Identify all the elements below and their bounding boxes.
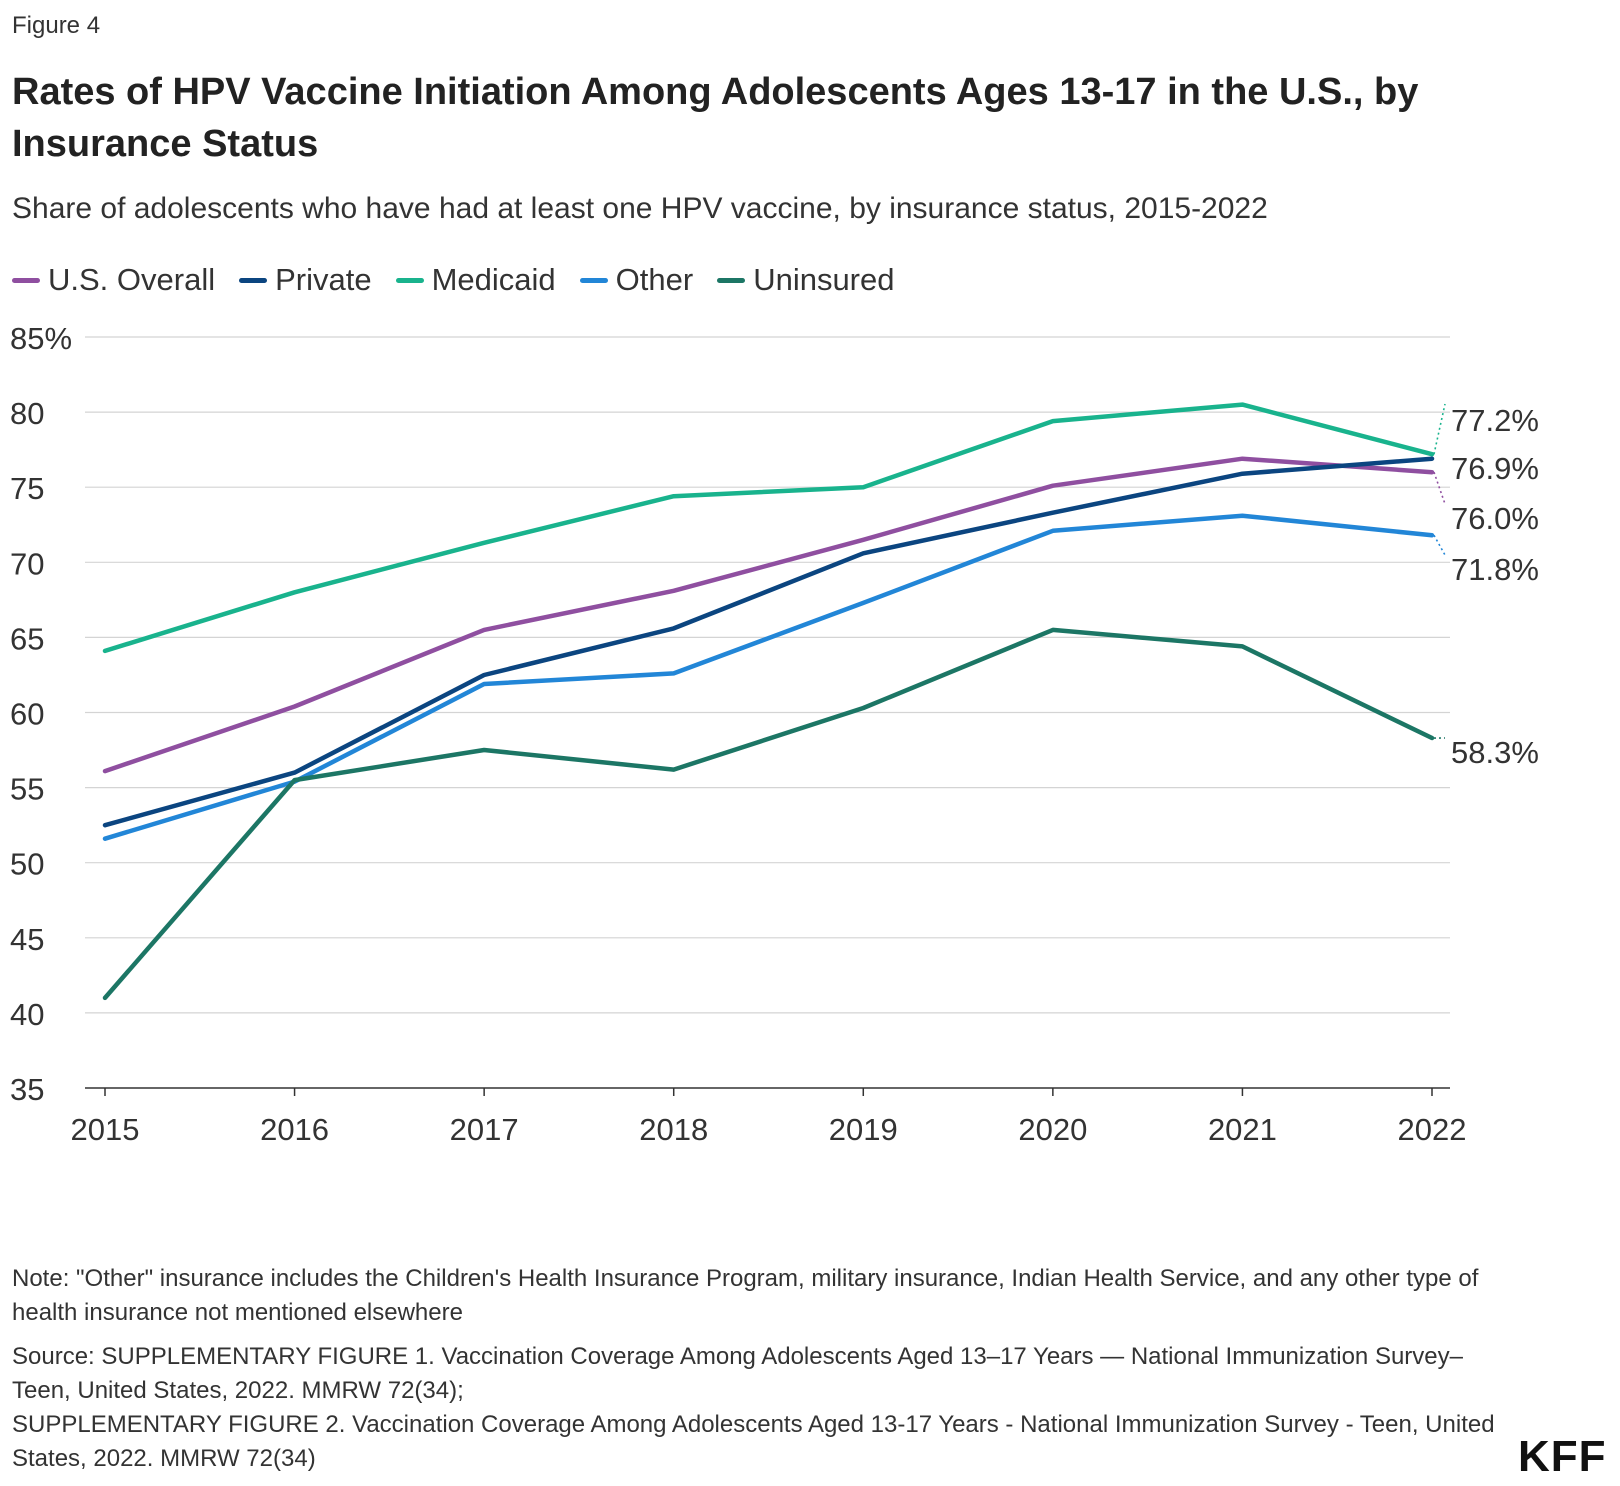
y-tick-label: 75 bbox=[10, 471, 44, 506]
end-label-private: 76.9% bbox=[1451, 451, 1539, 486]
leader-line-us-overall bbox=[1434, 472, 1445, 504]
y-tick-label: 40 bbox=[10, 997, 44, 1032]
series-line-us-overall bbox=[105, 459, 1432, 771]
x-tick-label: 2018 bbox=[639, 1112, 708, 1147]
y-tick-label: 70 bbox=[10, 546, 44, 581]
y-tick-label: 50 bbox=[10, 847, 44, 882]
notes: Note: "Other" insurance includes the Chi… bbox=[12, 1262, 1512, 1486]
x-tick-label: 2021 bbox=[1208, 1112, 1277, 1147]
leader-line-other bbox=[1434, 535, 1445, 555]
y-tick-label: 80 bbox=[10, 396, 44, 431]
end-label-uninsured: 58.3% bbox=[1451, 735, 1539, 770]
x-tick-label: 2015 bbox=[71, 1112, 140, 1147]
series-line-private bbox=[105, 459, 1432, 826]
end-label-other: 71.8% bbox=[1451, 552, 1539, 587]
kff-logo: KFF bbox=[1518, 1432, 1607, 1482]
line-chart: 35 40 45 50 55 60 65 70 75 80 85% 2015 2016 2017 2018 2… bbox=[0, 0, 1620, 1200]
y-tick-label: 65 bbox=[10, 621, 44, 656]
source-text-2: SUPPLEMENTARY FIGURE 2. Vaccination Cove… bbox=[12, 1408, 1512, 1476]
x-tick-label: 2022 bbox=[1398, 1112, 1467, 1147]
y-tick-label: 45 bbox=[10, 922, 44, 957]
x-tick-label: 2017 bbox=[450, 1112, 519, 1147]
y-tick-label: 85% bbox=[10, 321, 72, 356]
note-text: Note: "Other" insurance includes the Chi… bbox=[12, 1262, 1512, 1330]
y-tick-label: 60 bbox=[10, 697, 44, 732]
x-tick-label: 2020 bbox=[1018, 1112, 1087, 1147]
y-tick-label: 35 bbox=[10, 1072, 44, 1107]
source-text-1: Source: SUPPLEMENTARY FIGURE 1. Vaccinat… bbox=[12, 1340, 1512, 1408]
y-tick-label: 55 bbox=[10, 772, 44, 807]
x-tick-label: 2016 bbox=[260, 1112, 329, 1147]
series-line-medicaid bbox=[105, 405, 1432, 651]
end-label-medicaid: 77.2% bbox=[1451, 403, 1539, 438]
end-label-us-overall: 76.0% bbox=[1451, 501, 1539, 536]
x-tick-label: 2019 bbox=[829, 1112, 898, 1147]
series-line-uninsured bbox=[105, 630, 1432, 998]
